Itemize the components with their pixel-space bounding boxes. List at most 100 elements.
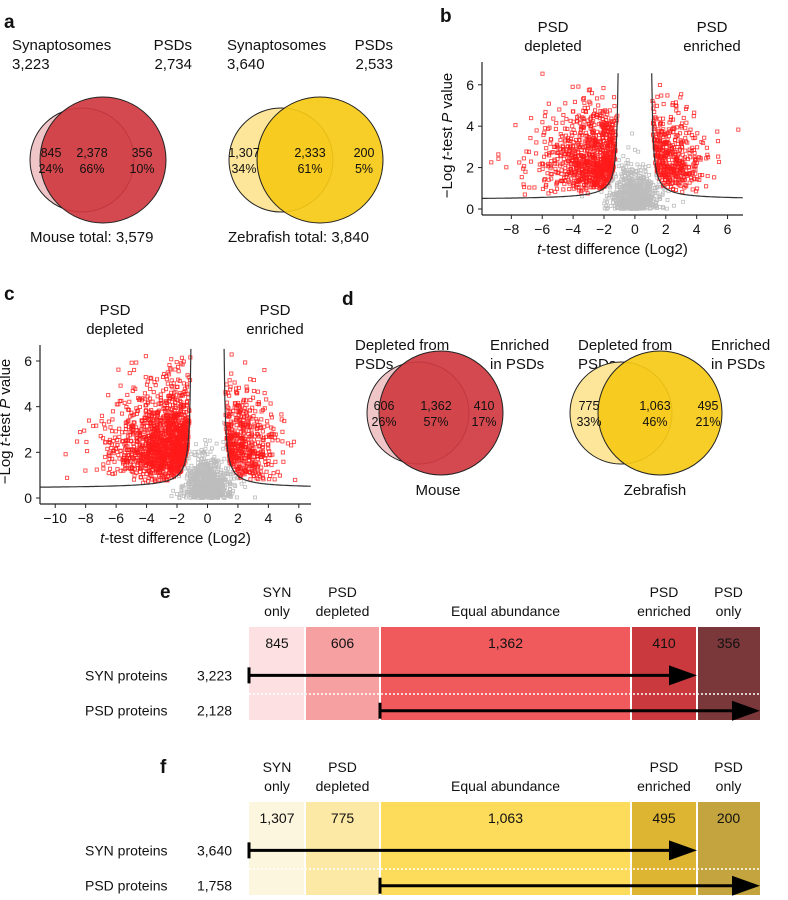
significant-point: [674, 108, 679, 113]
nonsig-point: [615, 202, 619, 207]
significant-point: [612, 95, 617, 100]
significant-point: [146, 475, 151, 480]
nonsig-point: [616, 158, 621, 163]
significant-point: [116, 402, 121, 407]
significant-point: [540, 120, 545, 125]
significant-point: [160, 462, 165, 467]
region-pct: 46%: [642, 415, 667, 429]
threshold-curve: [482, 73, 619, 199]
significant-point: [252, 442, 257, 447]
significant-point: [129, 447, 134, 452]
significant-point: [151, 443, 156, 448]
significant-point: [173, 463, 178, 468]
significant-point: [175, 463, 180, 468]
significant-point: [271, 471, 276, 476]
significant-point: [602, 176, 607, 181]
significant-point: [245, 423, 251, 428]
significant-point: [131, 441, 136, 446]
significant-point: [585, 168, 590, 174]
significant-point: [579, 130, 584, 135]
panel-label-a: a: [4, 12, 15, 33]
significant-point: [603, 151, 608, 156]
significant-point: [695, 131, 700, 136]
significant-point: [563, 133, 569, 138]
significant-point: [225, 390, 231, 395]
significant-point: [698, 156, 703, 161]
segment-header: depleted: [316, 778, 370, 794]
significant-point: [141, 422, 146, 427]
significant-point: [161, 388, 166, 393]
nonsig-point: [200, 457, 204, 461]
significant-point: [267, 449, 272, 454]
significant-point: [238, 472, 243, 477]
significant-point: [242, 459, 247, 464]
significant-point: [674, 104, 679, 109]
significant-point: [174, 384, 180, 389]
significant-point: [653, 115, 658, 120]
significant-point: [113, 446, 118, 451]
significant-point: [610, 130, 615, 135]
venn-right-label: in PSDs: [490, 356, 544, 373]
significant-point: [235, 416, 240, 421]
nonsig-point: [636, 149, 641, 154]
significant-point: [598, 143, 603, 148]
significant-point: [171, 381, 176, 386]
significant-point: [585, 138, 590, 143]
significant-point: [595, 129, 600, 134]
significant-point: [680, 189, 685, 194]
y-axis-label-text: −Log: [439, 160, 456, 198]
significant-point: [228, 387, 233, 392]
nonsig-point: [189, 463, 194, 468]
significant-point: [587, 152, 592, 157]
x-tick-label: 4: [693, 221, 701, 237]
significant-point: [134, 360, 139, 365]
significant-point: [573, 148, 578, 153]
significant-point: [522, 164, 527, 169]
significant-point: [94, 467, 99, 472]
nonsig-point: [216, 495, 221, 500]
significant-point: [107, 466, 113, 471]
significant-point: [177, 404, 182, 409]
venn-right-label: PSDs: [355, 37, 393, 54]
significant-point: [554, 120, 559, 126]
venn-total: Mouse total: 3,579: [30, 229, 153, 246]
significant-point: [99, 413, 105, 418]
significant-point: [279, 412, 284, 417]
nonsig-point: [192, 453, 197, 457]
significant-point: [662, 177, 667, 182]
significant-point: [553, 126, 558, 131]
significant-point: [706, 155, 711, 160]
significant-point: [562, 126, 568, 131]
nonsig-point: [226, 494, 231, 498]
significant-point: [84, 439, 89, 445]
nonsig-point: [640, 192, 645, 196]
significant-point: [119, 430, 125, 435]
significant-point: [138, 462, 143, 467]
nonsig-point: [650, 191, 655, 196]
significant-point: [680, 144, 685, 149]
nonsig-point: [633, 202, 638, 207]
significant-point: [107, 457, 112, 462]
significant-point: [291, 439, 297, 444]
nonsig-point: [221, 446, 226, 451]
significant-point: [246, 461, 251, 467]
y-axis-label: −Log t-test P value: [0, 359, 14, 485]
significant-point: [496, 152, 501, 157]
significant-point: [591, 168, 596, 173]
significant-point: [153, 402, 158, 407]
significant-point: [148, 386, 153, 391]
nonsig-point: [655, 206, 659, 210]
x-tick-label: −2: [169, 510, 185, 526]
significant-point: [269, 415, 274, 420]
significant-point: [155, 377, 160, 382]
significant-point: [150, 399, 155, 404]
significant-point: [673, 177, 678, 182]
row-label: SYN proteins: [85, 667, 167, 683]
significant-point: [169, 470, 175, 475]
significant-point: [549, 137, 554, 142]
nonsig-point: [212, 470, 217, 475]
nonsig-point: [202, 457, 207, 462]
significant-point: [241, 426, 246, 431]
significant-point: [582, 100, 587, 105]
nonsig-point: [647, 172, 652, 177]
